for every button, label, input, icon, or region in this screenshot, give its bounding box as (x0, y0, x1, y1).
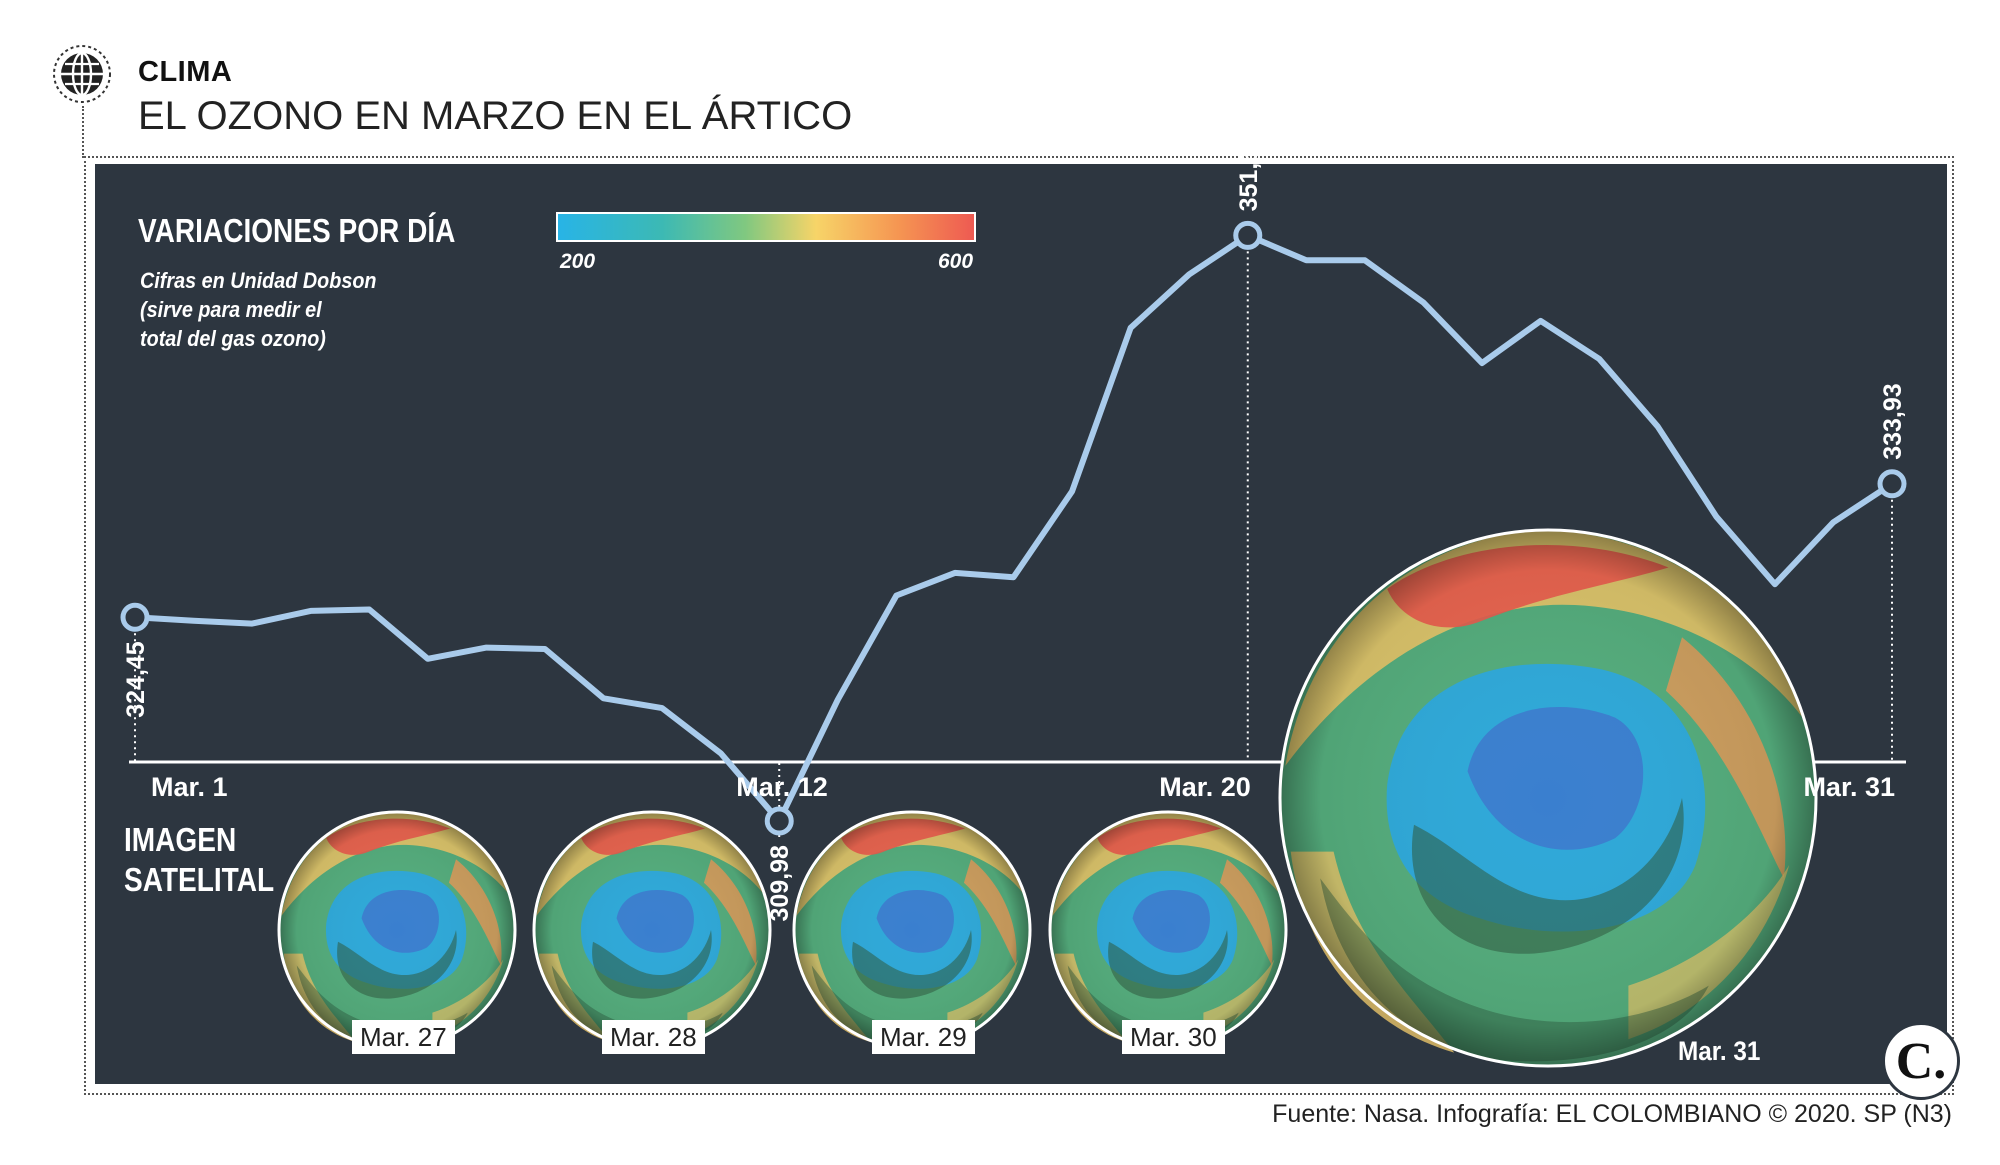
data-label-2: 309,98 (766, 845, 794, 922)
globe-shade (794, 812, 1030, 1048)
scale-max-label: 600 (938, 250, 974, 273)
data-label-1: 324,45 (122, 641, 150, 718)
x-tick-label-3: Mar. 20 (1159, 772, 1251, 802)
series-line (132, 232, 1895, 825)
scale-min-label: 200 (560, 250, 596, 273)
infographic-frame (84, 156, 1954, 1095)
data-label-4: 333,93 (1879, 383, 1907, 459)
satellite-title: IMAGEN SATELITAL (124, 820, 274, 900)
data-point-1 (120, 602, 150, 632)
globe-shade (534, 812, 770, 1048)
x-tick-label-2: Mar. 12 (736, 772, 828, 802)
satellite-label-2: Mar. 28 (602, 1020, 705, 1054)
units-note: Cifras en Unidad Dobson (sirve para medi… (140, 268, 377, 351)
globe-shade (1050, 812, 1286, 1048)
chart-title: VARIACIONES POR DÍA (138, 212, 456, 249)
data-point-4 (1877, 469, 1907, 499)
lead-divider (82, 106, 84, 158)
satellite-globe-1 (277, 810, 517, 1050)
satellite-title-line2: SATELITAL (124, 861, 275, 898)
satellite-label-1: Mar. 27 (352, 1020, 455, 1054)
data-point-3 (1233, 220, 1263, 250)
satellite-label-5: Mar. 31 (1678, 1036, 1761, 1066)
section-category: CLIMA (138, 56, 233, 88)
x-tick-label-1: Mar. 1 (151, 772, 228, 802)
x-tick-label-4: Mar. 31 (1803, 772, 1895, 802)
satellite-globe-4 (1048, 810, 1288, 1050)
satellite-label-4: Mar. 30 (1122, 1020, 1225, 1054)
globe-shade (1280, 530, 1816, 1066)
color-scale-bar (556, 212, 976, 242)
satellite-globe-5 (1278, 528, 1818, 1068)
satellite-globe-3 (792, 810, 1032, 1050)
satellite-globe-2 (532, 810, 772, 1050)
globe-outline (1278, 528, 1818, 1068)
globe-icon (53, 45, 111, 103)
page-title: EL OZONO EN MARZO EN EL ÁRTICO (138, 94, 853, 138)
satellite-label-3: Mar. 29 (872, 1020, 975, 1054)
globe-shade (279, 812, 515, 1048)
data-point-2 (764, 806, 794, 836)
satellite-title-line1: IMAGEN (124, 821, 237, 858)
brand-logo: C. (1882, 1022, 1960, 1100)
source-credit: Fuente: Nasa. Infografía: EL COLOMBIANO … (1272, 1100, 1952, 1128)
data-label-3: 351,57 (1235, 135, 1263, 211)
